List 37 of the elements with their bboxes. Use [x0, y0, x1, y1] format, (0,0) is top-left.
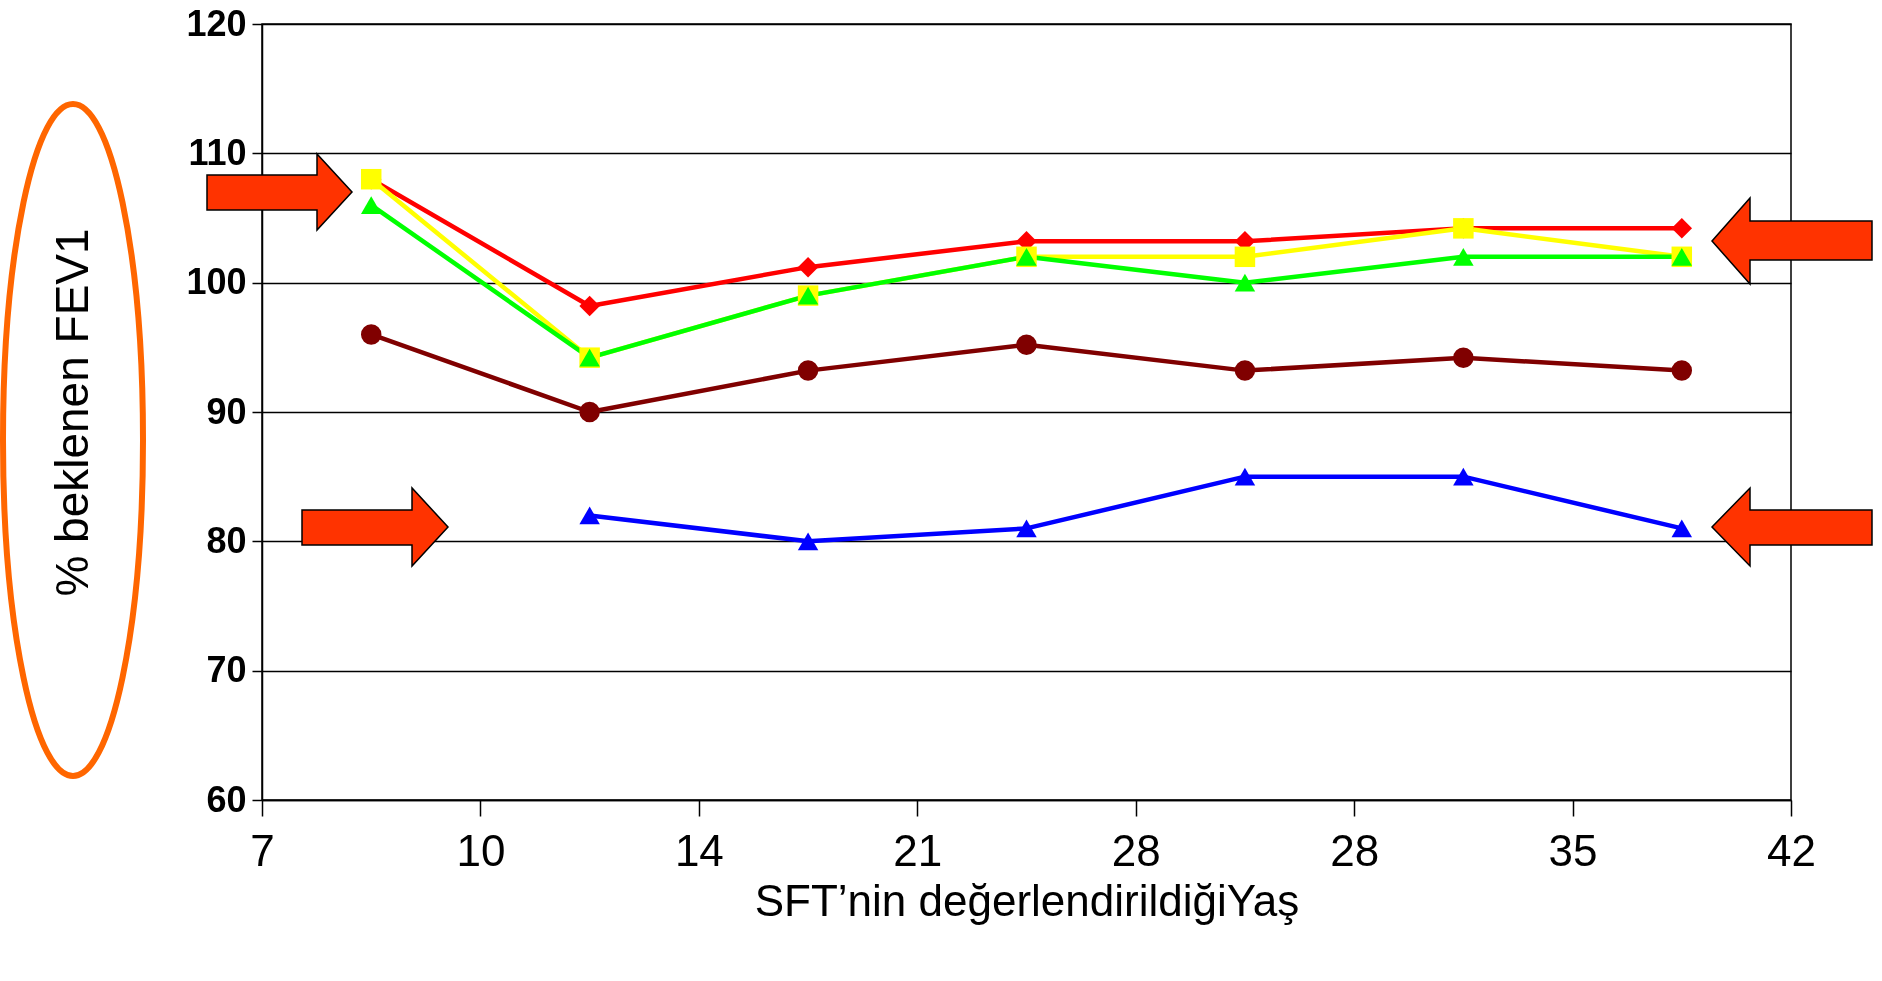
point — [360, 324, 382, 345]
point — [579, 295, 600, 317]
point — [1453, 247, 1474, 266]
point — [797, 532, 819, 551]
point — [360, 196, 382, 214]
x-tick-label: 28 — [1330, 825, 1380, 875]
point — [797, 360, 819, 381]
point — [1671, 519, 1693, 538]
point — [1234, 273, 1256, 292]
x-tick-label: 10 — [456, 825, 506, 875]
point — [579, 401, 600, 423]
x-axis-title: SFT’nin değerlendirildiğiYaş — [754, 875, 1300, 925]
point — [1453, 347, 1474, 368]
point — [1234, 246, 1256, 268]
x-tick-label: 14 — [674, 825, 724, 875]
point — [1234, 467, 1256, 486]
y-axis-title: % beklenen FEV1 — [45, 228, 98, 597]
x-tick-label: 42 — [1767, 825, 1816, 875]
point — [1453, 467, 1474, 486]
y-tick-label: 110 — [188, 131, 247, 173]
x-tick-label: 35 — [1548, 825, 1598, 875]
point — [1671, 360, 1693, 381]
y-tick-label: 100 — [186, 261, 247, 303]
y-tick-label: 90 — [206, 390, 247, 432]
y-tick-label: 70 — [206, 649, 247, 691]
x-tick-label: 7 — [250, 825, 275, 875]
y-tick-label: 60 — [206, 778, 247, 820]
y-tick-label: 120 — [186, 2, 247, 44]
point — [1016, 334, 1037, 355]
y-tick-label: 80 — [206, 519, 247, 561]
point — [579, 506, 600, 525]
point — [797, 256, 819, 278]
x-tick-label: 21 — [893, 825, 943, 875]
point — [1016, 519, 1037, 538]
point — [1234, 360, 1256, 381]
point — [1671, 218, 1693, 239]
x-tick-label: 28 — [1111, 825, 1161, 875]
